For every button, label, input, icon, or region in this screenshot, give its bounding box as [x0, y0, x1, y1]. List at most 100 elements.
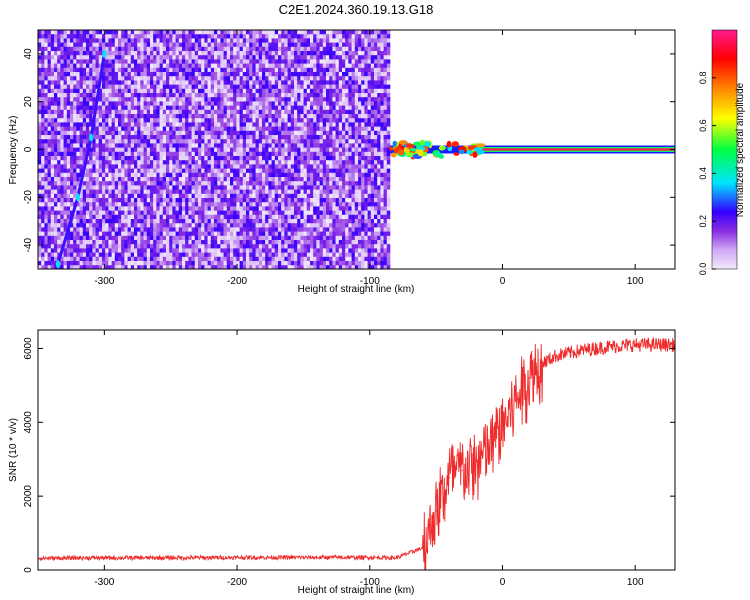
heatmap-cell	[252, 177, 256, 184]
heatmap-cell	[108, 164, 112, 171]
heatmap-cell	[220, 240, 224, 245]
heatmap-cell	[188, 135, 192, 141]
heatmap-cell	[249, 59, 253, 65]
heatmap-cell	[300, 223, 304, 229]
heatmap-cell	[300, 210, 304, 216]
heatmap-cell	[191, 219, 196, 225]
heatmap-cell	[105, 164, 109, 171]
heatmap-cell	[156, 38, 160, 45]
heatmap-cell	[236, 248, 240, 255]
heatmap-cell	[194, 193, 199, 199]
heatmap-cell	[274, 97, 279, 103]
heatmap-cell	[255, 118, 260, 124]
heatmap-cell	[217, 143, 221, 150]
heatmap-cell	[50, 240, 55, 245]
heatmap-cell	[236, 130, 240, 137]
heatmap-cell	[185, 248, 189, 254]
heatmap-cell	[297, 72, 301, 78]
heatmap-cell	[284, 210, 288, 216]
heatmap-cell	[185, 38, 189, 44]
heatmap-cell	[303, 223, 308, 229]
heatmap-cell	[73, 160, 77, 167]
heatmap-cell	[242, 109, 247, 117]
heatmap-cell	[223, 227, 228, 234]
heatmap-cell	[57, 206, 61, 212]
heatmap-cell	[297, 164, 301, 171]
heatmap-cell	[198, 252, 202, 259]
heatmap-cell	[214, 248, 218, 255]
heatmap-cell	[284, 214, 288, 221]
heatmap-cell	[198, 214, 202, 220]
heatmap-cell	[41, 214, 45, 221]
heatmap-cell	[44, 210, 48, 216]
heatmap-cell	[50, 198, 55, 204]
heatmap-cell	[127, 252, 132, 259]
heatmap-cell	[271, 72, 276, 78]
heatmap-cell	[166, 172, 170, 180]
heatmap-cell	[242, 72, 247, 78]
heatmap-cell	[44, 118, 48, 125]
heatmap-cell	[210, 105, 215, 112]
heatmap-cell	[134, 130, 138, 137]
heatmap-cell	[300, 206, 304, 211]
heatmap-cell	[188, 177, 192, 184]
heatmap-cell	[201, 172, 205, 178]
heatmap-cell	[150, 181, 154, 187]
heatmap-cell	[175, 101, 180, 108]
heatmap-cell	[284, 227, 288, 234]
heatmap-cell	[185, 126, 189, 132]
heatmap-cell	[143, 34, 148, 41]
heatmap-cell	[220, 231, 224, 237]
heatmap-cell	[214, 185, 218, 191]
heatmap-cell	[86, 42, 90, 48]
heatmap-cell	[242, 114, 247, 120]
heatmap-cell	[169, 223, 173, 229]
heatmap-cell	[118, 118, 122, 125]
heatmap-cell	[287, 252, 292, 259]
heatmap-cell	[44, 261, 48, 268]
heatmap-cell	[66, 256, 71, 262]
heatmap-cell	[297, 97, 301, 104]
heatmap-cell	[166, 135, 170, 140]
heatmap-cell	[140, 244, 144, 250]
heatmap-cell	[47, 252, 52, 259]
heatmap-cell	[169, 143, 173, 149]
heatmap-cell	[143, 105, 148, 112]
heatmap-cell	[175, 97, 180, 103]
heatmap-cell	[258, 219, 263, 225]
heatmap-cell	[169, 80, 173, 86]
heatmap-cell	[76, 130, 80, 136]
heatmap-cell	[217, 198, 221, 203]
heatmap-cell	[226, 51, 231, 58]
heatmap-cell	[278, 206, 282, 212]
heatmap-cell	[178, 227, 183, 233]
heatmap-cell	[178, 122, 183, 129]
heatmap-cell	[300, 202, 304, 207]
heatmap-cell	[162, 101, 167, 108]
heatmap-cell	[233, 193, 237, 199]
heatmap-cell	[201, 214, 205, 220]
heatmap-cell	[162, 231, 167, 238]
heatmap-cell	[198, 42, 202, 49]
heatmap-cell	[162, 227, 167, 234]
heatmap-cell	[50, 214, 55, 221]
heatmap-cell	[271, 88, 276, 95]
heatmap-cell	[105, 122, 109, 129]
heatmap-cell	[140, 156, 144, 161]
heatmap-cell	[265, 160, 269, 167]
heatmap-cell	[60, 118, 64, 125]
heatmap-cell	[204, 189, 208, 195]
heatmap-cell	[153, 248, 157, 254]
heatmap-cell	[188, 261, 192, 267]
heatmap-cell	[169, 231, 173, 238]
heatmap-cell	[105, 160, 109, 167]
heatmap-cell	[60, 256, 64, 262]
heatmap-cell	[121, 193, 125, 201]
heatmap-cell	[239, 84, 244, 90]
heatmap-cell	[134, 34, 138, 41]
heatmap-cell	[134, 122, 138, 128]
heatmap-cell	[86, 164, 90, 171]
heatmap-cell	[156, 126, 160, 132]
heatmap-cell	[73, 219, 77, 226]
heatmap-cell	[130, 181, 135, 188]
